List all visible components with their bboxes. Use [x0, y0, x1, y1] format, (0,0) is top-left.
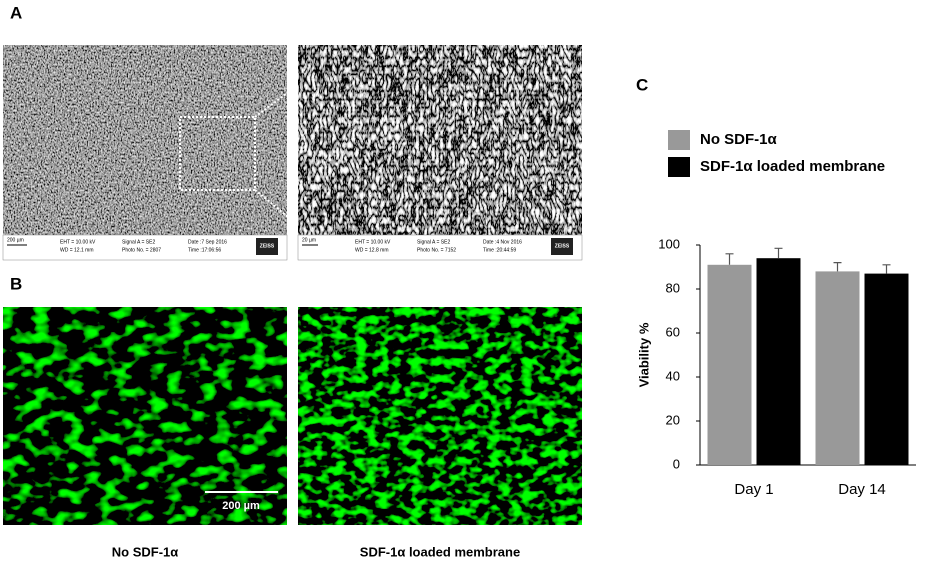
caption: No SDF-1α: [112, 544, 179, 559]
bar: [815, 271, 860, 465]
info: Time :20:44:59: [483, 247, 516, 253]
y-tick-label: 60: [666, 324, 680, 339]
legend-swatch: [668, 157, 690, 177]
fluorescence-image: [298, 307, 582, 525]
info: Date :4 Nov 2016: [483, 239, 522, 245]
info: Photo No. = 2807: [122, 247, 161, 253]
scale-text: 20 µm: [302, 237, 316, 243]
y-tick-label: 20: [666, 412, 680, 427]
logo: [551, 238, 573, 255]
info: Date :7 Sep 2016: [188, 239, 227, 245]
zoom-line: [254, 189, 299, 226]
info-bar: [297, 234, 583, 261]
error-bar: [725, 253, 734, 265]
zoom-box: [179, 116, 256, 191]
logo: [256, 238, 278, 255]
y-tick-label: 100: [658, 236, 680, 251]
error-bar: [833, 262, 842, 272]
legend-label: No SDF-1α: [700, 131, 778, 148]
error-bar: [882, 264, 891, 274]
info: Time :17:06:56: [188, 247, 221, 253]
info: Signal A = SE2: [122, 239, 155, 245]
sem-image: [298, 45, 582, 235]
bar: [864, 273, 909, 465]
logo-text: ZEISS: [555, 243, 570, 249]
scale-text: 200 µm: [222, 500, 260, 512]
info: Photo No. = 7152: [417, 247, 456, 253]
bar: [707, 264, 752, 465]
logo-text: ZEISS: [260, 243, 275, 249]
fluorescence-image: [3, 307, 287, 525]
bar: [756, 258, 801, 465]
info-bar: [2, 234, 288, 261]
info: WD = 12.8 mm: [355, 247, 388, 253]
y-tick-label: 80: [666, 280, 680, 295]
y-tick-label: 0: [673, 456, 680, 471]
y-tick-label: 40: [666, 368, 680, 383]
x-tick-label: Day 1: [734, 481, 773, 498]
info: EHT = 10.00 kV: [355, 239, 391, 245]
panel-label: B: [10, 274, 22, 293]
x-tick-label: Day 14: [838, 481, 886, 498]
y-axis-label: Viability %: [636, 322, 651, 387]
caption: SDF-1α loaded membrane: [360, 544, 520, 559]
scale-text: 200 µm: [7, 237, 24, 243]
legend-swatch: [668, 130, 690, 150]
info: Signal A = SE2: [417, 239, 450, 245]
panel-label: A: [10, 3, 22, 22]
panel-label: C: [636, 75, 648, 94]
info: WD = 12.1 mm: [60, 247, 93, 253]
info: EHT = 10.00 kV: [60, 239, 96, 245]
zoom-line: [254, 84, 299, 118]
sem-image: [3, 45, 287, 235]
error-bar: [774, 247, 783, 259]
legend-label: SDF-1α loaded membrane: [700, 158, 885, 175]
